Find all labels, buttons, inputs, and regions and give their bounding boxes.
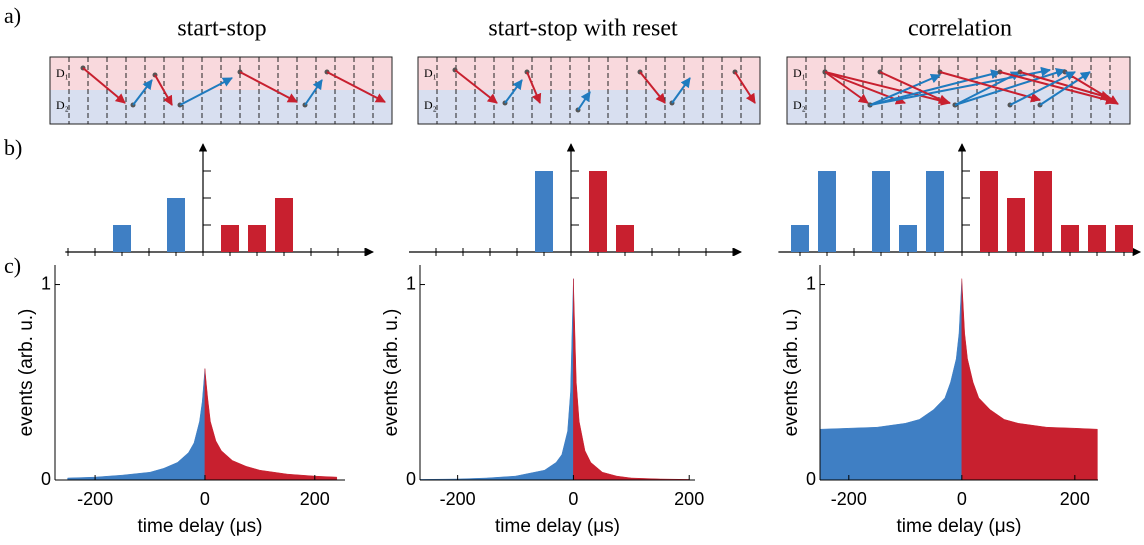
detector-label: D₂ (56, 98, 69, 112)
event-arrow (454, 69, 498, 104)
y-axis-label: events (arb. u.) (16, 309, 37, 437)
x-axis-label: time delay (μs) (495, 516, 620, 537)
event-arrow (577, 91, 591, 111)
detector-label: D₂ (424, 98, 437, 112)
detector-label: D₁ (424, 66, 437, 80)
bar (275, 198, 293, 252)
event-arrow (132, 79, 153, 106)
y-tick-label: 1 (41, 273, 51, 293)
event-arrow (824, 71, 869, 104)
event-arrow (154, 74, 173, 106)
x-tick-label: 200 (1060, 489, 1090, 509)
event-arrow (869, 69, 1001, 106)
event-arrow (954, 71, 1021, 106)
histogram-area (204, 368, 338, 481)
bar (248, 225, 266, 252)
x-tick-label: 0 (568, 489, 578, 509)
histogram-area (961, 278, 1098, 481)
y-axis-label: events (arb. u.) (381, 309, 402, 437)
event-arrow (939, 71, 1041, 103)
column-title: start-stop (177, 16, 266, 42)
bar (616, 225, 634, 252)
event-arrow (526, 71, 542, 104)
detector-label: D₁ (56, 66, 69, 80)
event-arrow (734, 71, 756, 104)
panel-label: b) (4, 135, 22, 160)
event-arrow (326, 71, 386, 103)
y-tick-label: 0 (806, 469, 816, 489)
event-arrow (954, 67, 1066, 106)
x-tick-label: 200 (674, 489, 704, 509)
event-arrow (824, 71, 906, 105)
x-tick-label: -200 (440, 489, 476, 509)
event-arrow (671, 77, 691, 104)
x-axis-label: time delay (μs) (897, 516, 1022, 537)
event-arrow (824, 71, 951, 106)
event-arrow (1039, 71, 1091, 106)
event-arrow (1009, 71, 1076, 106)
event-arrow (869, 73, 941, 106)
panel-label: c) (4, 253, 21, 278)
bar (926, 171, 944, 252)
event-arrow (504, 79, 523, 104)
bar (1061, 225, 1079, 252)
y-tick-label: 1 (406, 273, 416, 293)
diagram-frame (417, 56, 761, 125)
x-tick-label: 0 (957, 489, 967, 509)
bar (818, 171, 836, 252)
y-tick-label: 1 (806, 273, 816, 293)
bar (1115, 225, 1133, 252)
y-axis-label: events (arb. u.) (781, 309, 802, 437)
bar (589, 171, 607, 252)
bar (113, 225, 131, 252)
bar (791, 225, 809, 252)
bar (1007, 198, 1025, 252)
event-arrow (639, 71, 666, 104)
bar (535, 171, 553, 252)
event-arrow (304, 79, 323, 106)
column-title: correlation (908, 16, 1012, 42)
column-title: start-stop with reset (488, 16, 678, 42)
histogram-area (820, 278, 963, 481)
detector-label: D₁ (793, 66, 806, 80)
event-arrow (82, 67, 126, 104)
bar (167, 198, 185, 252)
histogram-area (573, 278, 690, 481)
bar (1088, 225, 1106, 252)
bar (1034, 171, 1052, 252)
bar (899, 225, 917, 252)
x-tick-label: 0 (200, 489, 210, 509)
event-arrow (999, 71, 1116, 105)
diagram-frame (49, 56, 393, 125)
histogram-area (419, 278, 574, 481)
event-arrow (879, 71, 949, 104)
diagram-frame (786, 56, 1131, 125)
x-axis-label: time delay (μs) (138, 516, 263, 537)
event-arrow (1019, 71, 1111, 101)
histogram-area (67, 368, 206, 481)
x-tick-label: -200 (831, 489, 867, 509)
x-tick-label: 200 (300, 489, 330, 509)
y-tick-label: 0 (41, 469, 51, 489)
bar (221, 225, 239, 252)
bar (872, 171, 890, 252)
y-tick-label: 0 (406, 469, 416, 489)
x-tick-label: -200 (77, 489, 113, 509)
detector-label: D₂ (793, 98, 806, 112)
event-arrow (239, 71, 298, 103)
bar (980, 171, 998, 252)
panel-label: a) (4, 3, 21, 28)
event-arrow (179, 77, 233, 106)
